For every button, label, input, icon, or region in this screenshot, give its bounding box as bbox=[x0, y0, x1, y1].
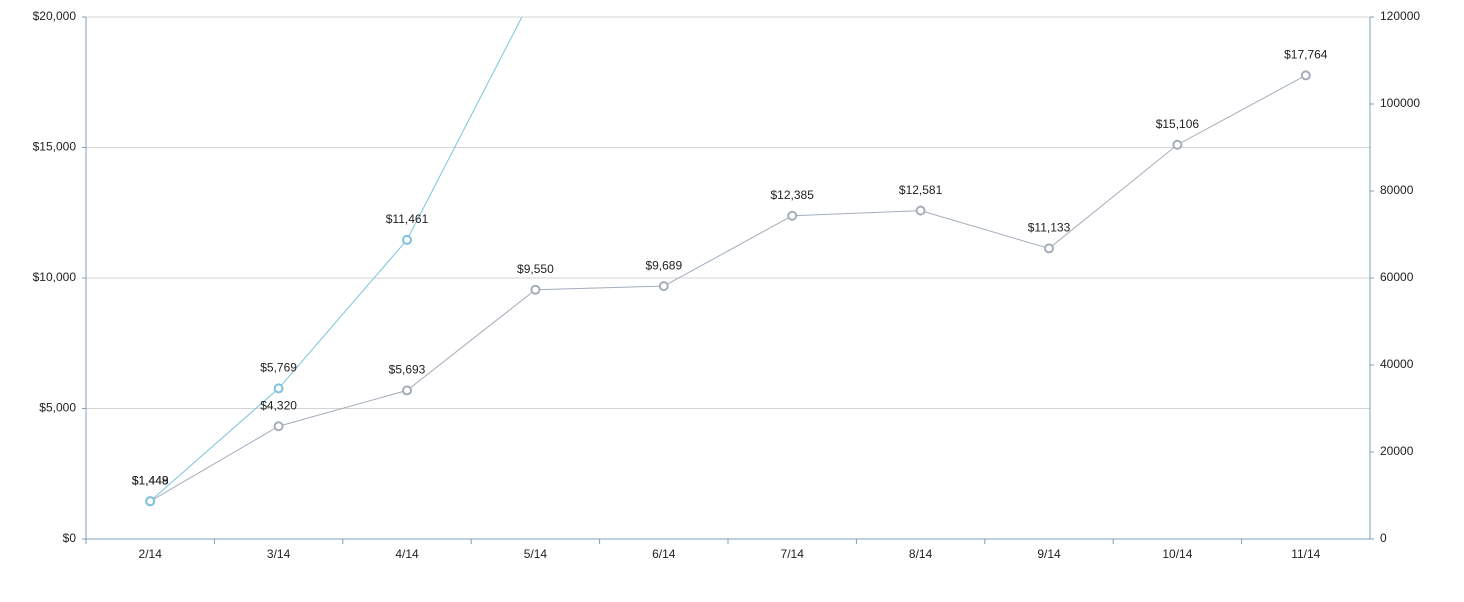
y-tick-label: $10,000 bbox=[33, 270, 77, 284]
y2-tick-label: 100000 bbox=[1380, 96, 1420, 110]
x-tick-label: 9/14 bbox=[1037, 547, 1061, 561]
point-marker bbox=[402, 385, 412, 396]
point-marker bbox=[273, 383, 284, 394]
y2-tick-label: 80000 bbox=[1380, 183, 1414, 197]
x-tick-label: 3/14 bbox=[267, 547, 291, 561]
data-label: $9,689 bbox=[645, 258, 682, 272]
data-label: $1,448 bbox=[132, 473, 169, 487]
point-marker bbox=[787, 210, 798, 221]
plot-area: $1,448 $4,320 $5,693 $9,550 $9,689 $12,385 $12… bbox=[132, 17, 1328, 507]
data-label: $5,769 bbox=[260, 361, 297, 375]
y2-tick-label: 60000 bbox=[1380, 270, 1414, 284]
point-marker bbox=[658, 281, 669, 292]
data-label: $11,133 bbox=[1028, 221, 1071, 235]
data-label: $1,449 bbox=[132, 473, 169, 487]
point-marker bbox=[1300, 70, 1311, 81]
y-tick-label: $0 bbox=[63, 531, 77, 545]
data-label: $5,693 bbox=[389, 363, 426, 377]
x-tick-label: 10/14 bbox=[1162, 547, 1192, 561]
x-tick-label: 7/14 bbox=[781, 547, 805, 561]
series-line bbox=[149, 17, 523, 502]
x-tick-label: 4/14 bbox=[395, 547, 419, 561]
y2-tick-label: 120000 bbox=[1380, 9, 1420, 23]
point-marker bbox=[402, 234, 412, 245]
point-marker bbox=[530, 284, 541, 295]
x-tick-label: 2/14 bbox=[139, 547, 163, 561]
series-line bbox=[149, 74, 1307, 502]
data-label: $9,550 bbox=[517, 262, 554, 276]
x-tick-label: 8/14 bbox=[909, 547, 933, 561]
y2-tick-label: 40000 bbox=[1380, 357, 1414, 371]
point-marker bbox=[1172, 139, 1183, 150]
y-tick-label: $20,000 bbox=[33, 9, 77, 23]
y-tick-label: $15,000 bbox=[33, 140, 77, 154]
point-marker bbox=[273, 421, 284, 432]
x-tick-label: 6/14 bbox=[652, 547, 676, 561]
x-tick-label: 5/14 bbox=[524, 547, 548, 561]
data-label: $12,581 bbox=[899, 183, 943, 197]
y-tick-label: $5,000 bbox=[39, 401, 76, 415]
y2-tick-label: 20000 bbox=[1380, 444, 1414, 458]
data-label: $17,764 bbox=[1284, 48, 1328, 62]
data-label: $15,106 bbox=[1156, 117, 1200, 131]
data-label: $12,385 bbox=[771, 188, 815, 202]
point-marker bbox=[1044, 243, 1054, 254]
x-tick-label: 11/14 bbox=[1291, 547, 1320, 561]
point-marker bbox=[915, 205, 926, 216]
y2-tick-label: 0 bbox=[1380, 531, 1387, 545]
point-marker bbox=[145, 496, 156, 507]
data-label: $4,320 bbox=[260, 398, 297, 412]
data-label: $11,461 bbox=[386, 212, 429, 226]
